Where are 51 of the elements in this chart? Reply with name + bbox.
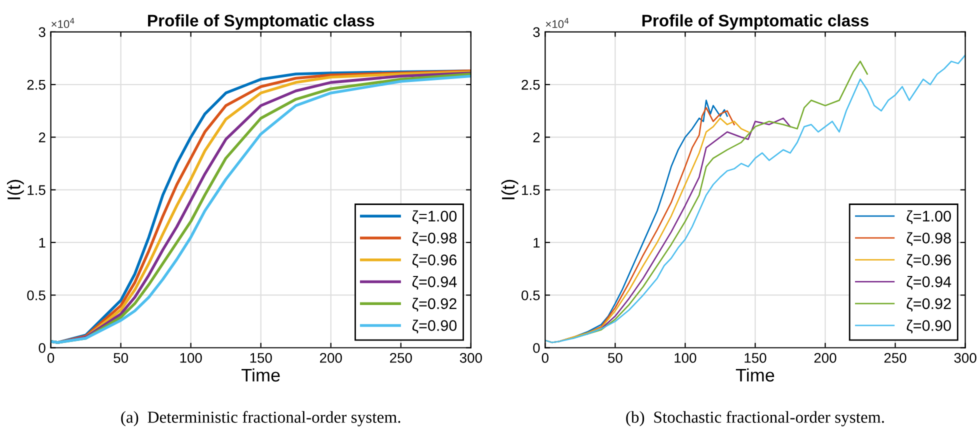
x-tick-label: 200 — [814, 352, 836, 363]
y-tick-label: 1.5 — [522, 185, 540, 195]
chart-title: Profile of Symptomatic class — [642, 14, 868, 30]
legend-label: ζ=0.92 — [412, 298, 456, 312]
text: ×10$^{4}$ — [546, 18, 569, 28]
legend-label: ζ=0.94 — [412, 276, 457, 290]
text: ×10$^{4}$ — [52, 18, 74, 28]
y-tick-label: 1.5 — [28, 185, 46, 195]
x-tick-label: 100 — [674, 352, 696, 363]
x-tick-label: 50 — [608, 352, 622, 363]
legend-label: ζ=0.92 — [906, 298, 951, 312]
legend-label: ζ=0.90 — [412, 320, 457, 334]
x-tick-label: 300 — [954, 352, 976, 363]
line-series — [545, 54, 966, 344]
x-tick-label: 200 — [320, 352, 342, 363]
x-tick-label: 50 — [114, 352, 128, 363]
y-tick-label: 3 — [533, 27, 540, 38]
y-tick-label: 1 — [534, 238, 540, 248]
legend-label: ζ=0.96 — [906, 254, 951, 268]
y-tick-label: 3 — [38, 27, 46, 38]
x-axis-title: Time — [736, 368, 774, 382]
legend-label: ζ=1.00 — [906, 210, 951, 224]
legend-label: ζ=0.96 — [412, 254, 456, 268]
legend-label: ζ=0.98 — [906, 232, 951, 246]
x-tick-label: 250 — [390, 352, 412, 363]
x-tick-label: 250 — [884, 352, 906, 363]
y-tick-label: 1 — [39, 238, 46, 248]
text: (b) Stochastic fractional-order system. — [626, 410, 884, 426]
x-tick-label: 100 — [180, 352, 202, 363]
chart-title: Profile of Symptomatic class — [148, 14, 374, 30]
y-tick-label: 2.5 — [27, 80, 46, 90]
x-tick-label: 300 — [460, 352, 482, 363]
legend-label: ζ=0.98 — [412, 232, 456, 246]
y-tick-label: 0 — [533, 343, 540, 353]
x-tick-label: 0 — [47, 352, 54, 363]
legend-label: ζ=1.00 — [412, 210, 457, 224]
y-tick-label: 2 — [533, 132, 540, 142]
text: (a) Deterministic fractional-order system. — [121, 410, 400, 426]
x-tick-label: 150 — [250, 352, 272, 363]
x-axis-title: Time — [242, 368, 280, 382]
x-tick-label: 150 — [744, 352, 766, 363]
y-tick-label: 2.5 — [522, 80, 540, 90]
y-tick-label: 0.5 — [522, 290, 540, 300]
y-axis-title: I(t) — [501, 180, 518, 200]
y-tick-label: 0.5 — [27, 290, 46, 300]
y-axis-title: I(t) — [7, 180, 24, 200]
y-tick-label: 2 — [38, 132, 46, 142]
legend-label: ζ=0.90 — [906, 320, 951, 334]
x-tick-label: 0 — [542, 352, 548, 363]
legend-label: ζ=0.94 — [906, 276, 952, 290]
y-tick-label: 0 — [38, 343, 46, 353]
